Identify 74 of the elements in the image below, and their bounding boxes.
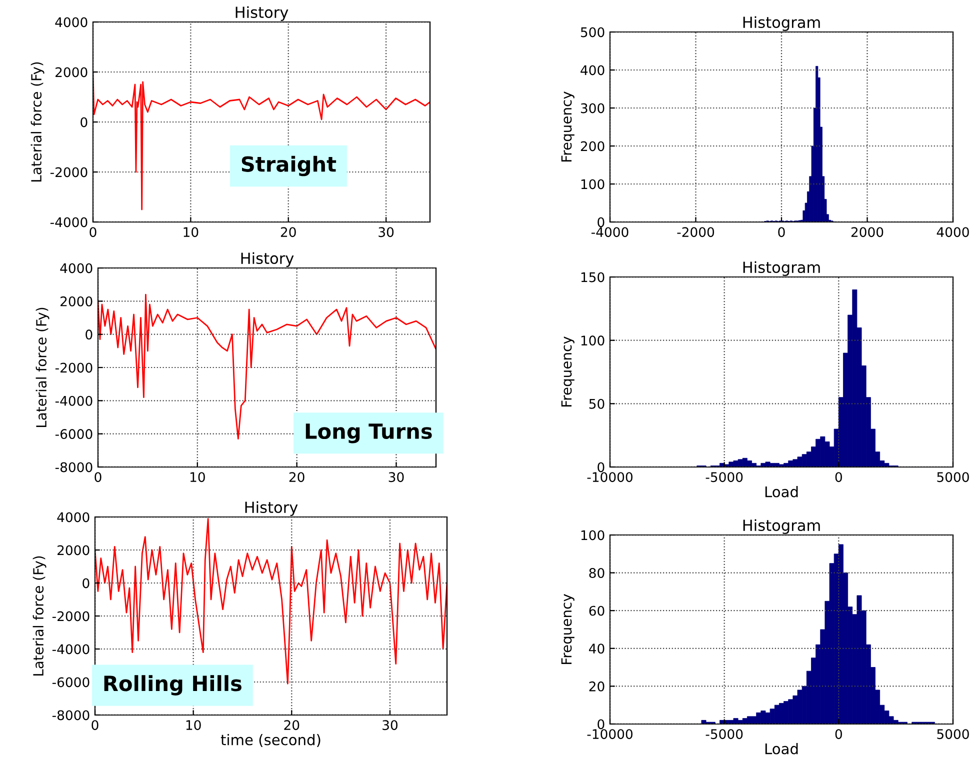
x-tick-label: 5000: [937, 729, 969, 740]
y-tick-label: 2000: [58, 545, 90, 556]
x-tick-label: 0: [835, 472, 842, 482]
y-tick-label: 50: [589, 398, 604, 409]
y-tick-label: 100: [581, 530, 604, 540]
y-tick-label: -2000: [50, 167, 88, 178]
chart-title: Histogram: [743, 519, 820, 534]
y-axis-title: Frequency: [561, 336, 574, 407]
y-axis-title: Frequency: [561, 92, 574, 162]
y-tick-label: 200: [580, 141, 604, 152]
x-axis-title: Load: [765, 743, 798, 754]
x-tick-label: -10000: [587, 729, 632, 740]
y-tick-label: 2000: [56, 67, 88, 78]
x-tick-label: 10: [190, 472, 205, 482]
x-tick-label: 0: [835, 729, 842, 740]
annotation: Long Turns: [306, 424, 432, 444]
x-tick-label: 2000: [851, 227, 884, 238]
x-tick-label: 0: [778, 227, 785, 238]
y-tick-label: -2000: [52, 611, 90, 622]
chart-title: Histogram: [743, 261, 820, 276]
y-tick-label: 80: [589, 568, 604, 578]
y-tick-label: 60: [589, 606, 604, 616]
y-tick-label: 0: [598, 462, 604, 472]
x-tick-label: 20: [289, 472, 304, 482]
annotation: Straight: [242, 156, 336, 176]
chart-title: History: [241, 252, 294, 268]
y-tick-label: -4000: [52, 644, 90, 654]
x-axis-title: time (second): [220, 734, 320, 748]
x-tick-label: 4000: [936, 227, 969, 238]
x-axis-title: Load: [765, 486, 798, 498]
y-axis-title: Laterial force (Fy): [32, 556, 46, 676]
x-tick-label: -10000: [587, 472, 632, 482]
chart-title: History: [245, 501, 298, 516]
y-tick-label: 300: [580, 103, 604, 114]
y-axis-title: Frequency: [561, 594, 574, 664]
y-tick-label: -4000: [50, 217, 88, 228]
y-tick-label: 40: [588, 644, 604, 654]
y-tick-label: -4000: [55, 396, 92, 406]
y-tick-label: 4000: [57, 512, 90, 522]
y-tick-label: -6000: [55, 429, 92, 440]
y-tick-label: 150: [581, 272, 604, 282]
x-tick-label: 30: [382, 720, 398, 730]
y-tick-label: 100: [581, 179, 604, 190]
y-tick-label: 0: [80, 117, 88, 128]
x-tick-label: -5000: [706, 472, 743, 482]
annotation: Rolling Hills: [104, 675, 242, 696]
y-axis-title: Laterial force (Fy): [36, 308, 50, 428]
x-tick-label: 10: [184, 227, 198, 238]
y-tick-label: 100: [581, 336, 604, 346]
y-tick-label: 4000: [55, 17, 88, 28]
y-tick-label: 20: [589, 681, 604, 692]
y-axis-title: Laterial force (Fy): [30, 62, 44, 182]
y-tick-label: -2000: [55, 362, 92, 373]
chart-title: Histogram: [743, 16, 820, 32]
y-tick-label: 400: [580, 65, 604, 76]
y-tick-label: -6000: [52, 677, 90, 688]
y-tick-label: -8000: [52, 710, 90, 720]
y-tick-label: 0: [86, 330, 92, 340]
x-tick-label: -5000: [706, 729, 743, 740]
x-tick-label: 30: [388, 472, 404, 482]
y-tick-label: 0: [82, 578, 90, 588]
x-tick-label: 30: [378, 227, 394, 238]
x-tick-label: 0: [94, 472, 102, 482]
y-tick-label: -8000: [55, 462, 92, 472]
y-tick-label: 0: [598, 217, 604, 228]
chart-title: History: [236, 6, 288, 22]
x-tick-label: 5000: [937, 472, 969, 482]
x-tick-label: 20: [284, 720, 300, 730]
x-tick-label: -2000: [677, 227, 714, 238]
x-tick-label: 10: [186, 720, 201, 730]
y-tick-label: 2000: [60, 296, 92, 306]
y-tick-label: 500: [580, 27, 604, 38]
x-tick-label: 20: [280, 227, 296, 238]
y-tick-label: 4000: [60, 263, 92, 274]
